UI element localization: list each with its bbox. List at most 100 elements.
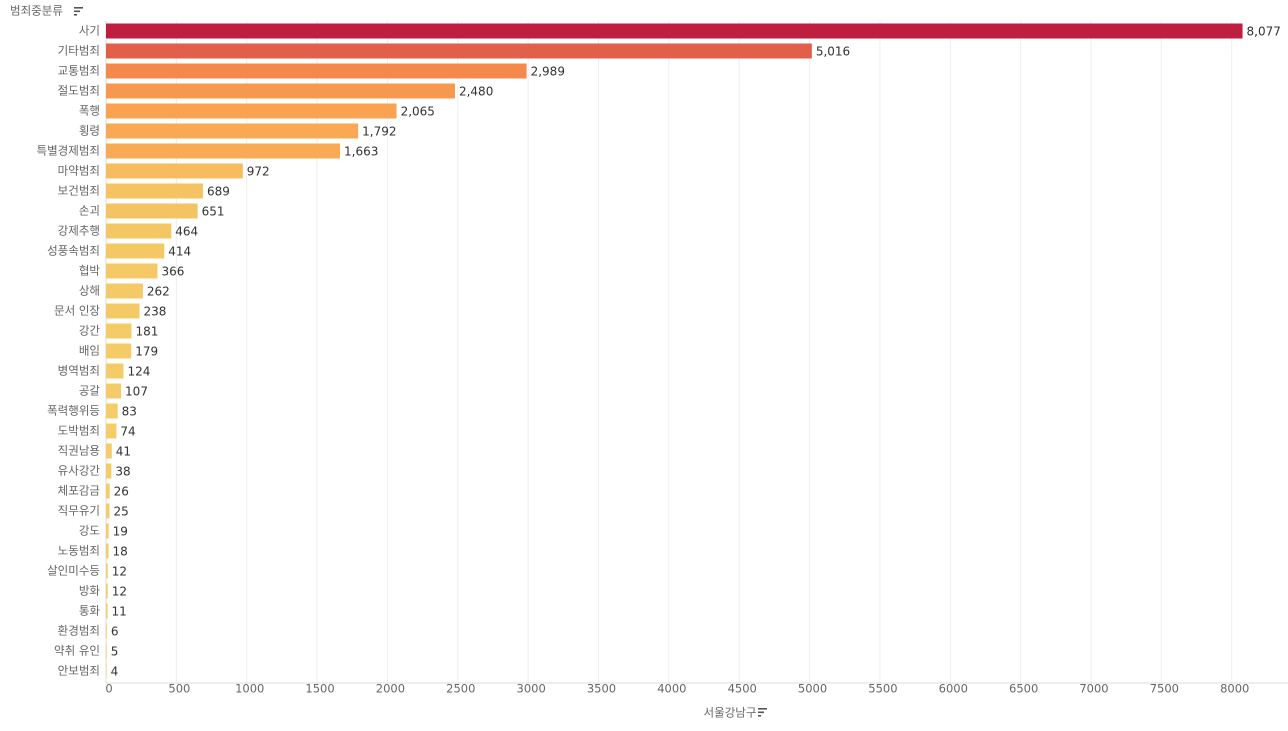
x-tick-label: 500 (168, 682, 190, 696)
x-tick-label: 3500 (587, 682, 616, 696)
bar (106, 583, 108, 599)
y-tick-label: 절도범죄 (58, 84, 100, 98)
bar (106, 643, 107, 659)
bar (106, 383, 122, 399)
bar (106, 503, 110, 519)
bar (106, 63, 527, 79)
bar (106, 163, 243, 179)
value-label: 11 (112, 605, 127, 619)
y-tick-label: 방화 (79, 584, 101, 598)
y-tick-label: 도박범죄 (58, 424, 100, 438)
bar (106, 663, 107, 679)
value-label: 689 (207, 185, 230, 199)
value-label: 41 (116, 445, 131, 459)
value-label: 18 (113, 545, 128, 559)
x-tick-label: 6500 (1009, 682, 1038, 696)
value-label: 8,077 (1247, 25, 1281, 39)
y-axis-title: 범죄중분류 (10, 4, 63, 18)
value-label: 262 (147, 285, 170, 299)
x-tick-label: 8000 (1220, 682, 1249, 696)
bar (106, 523, 109, 539)
y-tick-label: 직무유기 (58, 504, 100, 518)
y-tick-label: 강간 (79, 324, 101, 338)
x-axis-title: 서울강남구 (704, 706, 757, 720)
y-tick-label: 기타범죄 (58, 44, 100, 58)
value-label: 74 (120, 425, 135, 439)
bar (106, 203, 198, 219)
y-tick-label: 유사강간 (58, 464, 101, 478)
bar (106, 283, 143, 299)
value-label: 2,480 (459, 85, 493, 99)
bar (106, 343, 132, 359)
bar (106, 23, 1243, 39)
y-tick-label: 병역범죄 (58, 364, 100, 378)
value-label: 1,792 (362, 125, 396, 139)
y-tick-label: 직권남용 (58, 444, 100, 458)
value-label: 2,065 (401, 105, 435, 119)
bar (106, 363, 124, 379)
x-tick-label: 1500 (305, 682, 334, 696)
value-label: 1,663 (344, 145, 378, 159)
y-tick-label: 보건범죄 (58, 184, 100, 198)
value-label: 4 (111, 665, 119, 679)
value-label: 651 (202, 205, 225, 219)
y-tick-label: 약취 유인 (54, 644, 100, 658)
value-label: 5,016 (816, 45, 850, 59)
y-tick-label: 폭행 (79, 104, 100, 118)
bar (106, 103, 397, 119)
y-tick-label: 특별경제범죄 (37, 144, 100, 158)
bar (106, 483, 110, 499)
value-label: 83 (122, 405, 137, 419)
x-tick-label: 7500 (1150, 682, 1179, 696)
y-tick-label: 통화 (79, 604, 101, 618)
y-tick-label: 공갈 (79, 384, 101, 398)
bar (106, 543, 109, 559)
bar (106, 123, 359, 139)
y-tick-label: 협박 (79, 264, 101, 278)
y-tick-label: 교통범죄 (58, 64, 100, 78)
bar (106, 403, 118, 419)
y-tick-label: 체포감금 (58, 484, 100, 498)
y-tick-label: 강도 (79, 524, 100, 538)
value-label: 25 (114, 505, 129, 519)
value-label: 366 (162, 265, 185, 279)
y-tick-label: 강제추행 (58, 224, 100, 238)
sort-icon[interactable] (758, 708, 767, 717)
y-tick-label: 성풍속범죄 (47, 244, 100, 258)
bar (106, 463, 112, 479)
value-label: 12 (112, 565, 127, 579)
x-tick-label: 0 (105, 682, 112, 696)
y-tick-label: 환경범죄 (58, 624, 100, 638)
y-tick-label: 안보범죄 (58, 664, 100, 678)
y-tick-label: 사기 (79, 24, 100, 38)
x-tick-label: 5000 (798, 682, 827, 696)
bar (106, 83, 455, 99)
x-tick-label: 5500 (868, 682, 897, 696)
x-tick-label: 7000 (1079, 682, 1108, 696)
value-label: 19 (113, 525, 128, 539)
bar (106, 183, 203, 199)
x-tick-label: 4000 (657, 682, 686, 696)
value-label: 181 (135, 325, 158, 339)
y-tick-label: 배임 (79, 344, 100, 358)
bar (106, 303, 140, 319)
value-label: 6 (111, 625, 119, 639)
value-label: 12 (112, 585, 127, 599)
bar (106, 323, 132, 339)
x-tick-label: 1000 (235, 682, 264, 696)
value-label: 414 (168, 245, 191, 259)
x-tick-label: 4500 (728, 682, 757, 696)
value-label: 124 (127, 365, 150, 379)
bar (106, 623, 107, 639)
value-label: 107 (125, 385, 148, 399)
value-label: 26 (114, 485, 129, 499)
sort-icon[interactable] (74, 7, 83, 16)
y-tick-label: 상해 (79, 284, 100, 298)
x-tick-label: 2000 (376, 682, 405, 696)
y-tick-label: 노동범죄 (58, 544, 100, 558)
value-label: 5 (111, 645, 119, 659)
x-tick-label: 6000 (939, 682, 968, 696)
y-tick-label: 살인미수등 (47, 564, 100, 578)
bar (106, 223, 172, 239)
